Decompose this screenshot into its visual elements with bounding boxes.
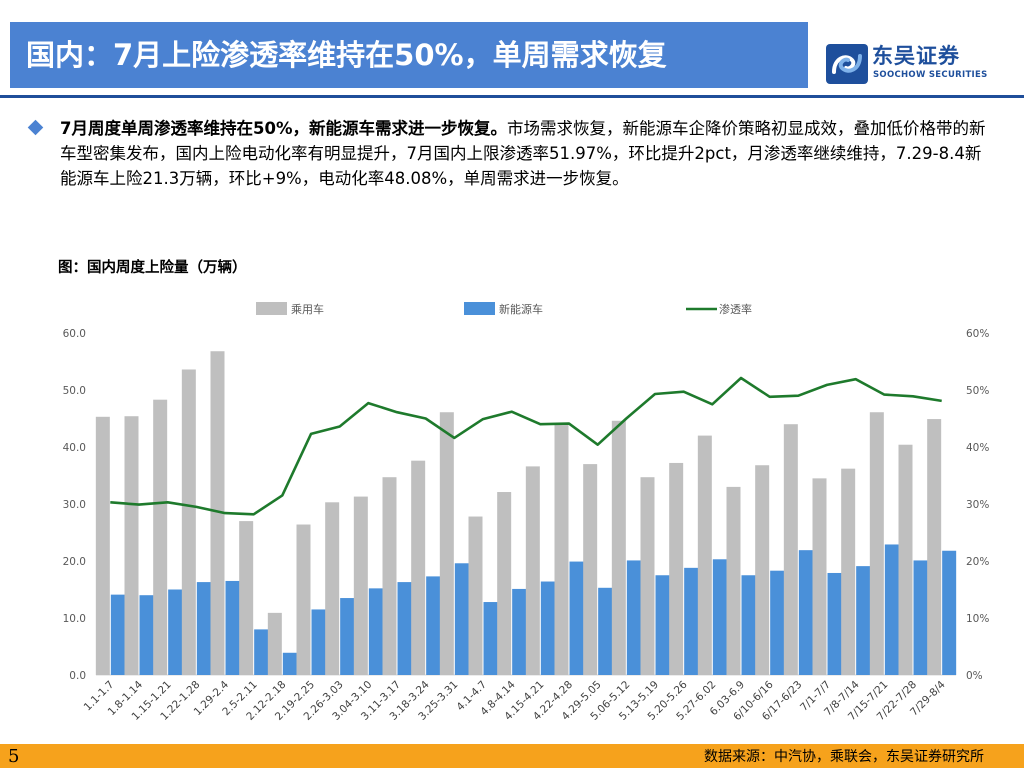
bar-passenger <box>611 420 626 675</box>
logo-english-name: SOOCHOW SECURITIES <box>873 70 988 80</box>
bar-passenger <box>841 468 856 675</box>
bar-passenger <box>726 486 741 675</box>
bar-nev <box>282 652 297 675</box>
legend-label-passenger: 乘用车 <box>291 302 324 316</box>
y-left-tick-label: 0.0 <box>69 670 86 682</box>
y-right-tick-label: 40% <box>966 442 989 454</box>
bar-nev <box>598 587 613 675</box>
y-left-tick-label: 50.0 <box>63 385 86 397</box>
bar-passenger <box>468 516 483 675</box>
bar-passenger <box>669 462 684 675</box>
bar-passenger <box>898 444 913 675</box>
y-left-tick-label: 60.0 <box>63 328 86 340</box>
title-banner: 国内：7月上险渗透率维持在50%，单周需求恢复 <box>10 22 808 88</box>
bar-nev <box>110 594 125 675</box>
y-left-tick-label: 20.0 <box>63 556 86 568</box>
bar-passenger <box>124 416 139 675</box>
bar-passenger <box>497 492 512 675</box>
bar-passenger <box>783 424 798 675</box>
footer-bar <box>0 744 1024 768</box>
bar-nev <box>798 550 813 675</box>
bar-nev <box>340 598 355 675</box>
bar-passenger <box>325 502 340 675</box>
bar-nev <box>454 563 469 675</box>
y-right-tick-label: 20% <box>966 556 989 568</box>
bar-passenger <box>267 612 282 675</box>
bar-passenger <box>181 369 196 675</box>
bar-passenger <box>210 351 225 675</box>
bar-nev <box>884 544 899 675</box>
bar-nev <box>569 561 584 675</box>
bar-passenger <box>353 496 368 675</box>
bar-passenger <box>382 477 397 675</box>
bar-passenger <box>153 399 168 675</box>
bar-passenger <box>640 477 655 675</box>
y-left-tick-label: 30.0 <box>63 499 86 511</box>
page-title: 国内：7月上险渗透率维持在50%，单周需求恢复 <box>26 38 667 72</box>
bar-nev <box>254 629 269 675</box>
bar-nev <box>540 581 555 675</box>
page-number: 5 <box>8 746 20 767</box>
bar-nev <box>856 566 871 675</box>
summary-body: 市场需求恢复，新能源车企降价策略初显成效，叠加低价格带的新车型密集发布，国内上险… <box>60 119 986 188</box>
bar-passenger <box>755 465 770 675</box>
figure-title: 图：国内周度上险量（万辆） <box>58 260 247 276</box>
bar-nev <box>712 559 727 675</box>
y-right-tick-label: 50% <box>966 385 989 397</box>
bar-passenger <box>439 412 454 675</box>
data-source: 数据来源：中汽协，乘联会，东吴证券研究所 <box>704 749 984 765</box>
bar-passenger <box>869 412 884 675</box>
y-right-tick-label: 10% <box>966 613 989 625</box>
bar-nev <box>139 595 154 675</box>
bar-nev <box>368 588 383 675</box>
bar-passenger <box>812 478 827 675</box>
bar-nev <box>655 575 670 675</box>
bar-nev <box>626 560 641 675</box>
bar-nev <box>311 609 326 675</box>
bar-nev <box>942 550 957 675</box>
bar-nev <box>684 567 699 675</box>
legend-label-nev: 新能源车 <box>499 302 543 316</box>
bar-passenger <box>411 460 426 675</box>
bar-nev <box>483 602 498 675</box>
bar-passenger <box>697 435 712 675</box>
legend-swatch-passenger <box>256 302 287 315</box>
summary-bold-lead: 7月周度单周渗透率维持在50%，新能源车需求进一步恢复。 <box>60 119 507 138</box>
soochow-logo-icon <box>826 44 868 84</box>
bar-nev <box>168 589 183 675</box>
summary-text: 7月周度单周渗透率维持在50%，新能源车需求进一步恢复。市场需求恢复，新能源车企… <box>60 116 994 191</box>
penetration-line <box>110 376 942 516</box>
bar-nev <box>770 570 785 675</box>
summary-paragraph: 7月周度单周渗透率维持在50%，新能源车需求进一步恢复。市场需求恢复，新能源车企… <box>27 116 994 191</box>
company-logo: 东吴证券 SOOCHOW SECURITIES <box>826 44 1016 84</box>
y-right-tick-label: 30% <box>966 499 989 511</box>
y-right-tick-label: 60% <box>966 328 989 340</box>
bar-nev <box>426 576 441 675</box>
bar-passenger <box>583 464 598 675</box>
bar-passenger <box>927 419 942 675</box>
weekly-insurance-chart: 0.0 10.0 20.0 30.0 40.0 50.0 60.0 0% 10% 20% 30% 40… <box>63 302 989 723</box>
y-left-tick-label: 10.0 <box>63 613 86 625</box>
bar-nev <box>397 582 412 675</box>
bar-nev <box>913 560 928 675</box>
bar-nev <box>225 580 240 675</box>
bar-passenger <box>95 416 110 675</box>
y-left-tick-label: 40.0 <box>63 442 86 454</box>
bar-passenger <box>554 424 569 675</box>
bar-passenger <box>239 521 254 675</box>
bar-passenger <box>525 466 540 675</box>
diamond-bullet-icon <box>27 119 44 136</box>
legend-swatch-nev <box>464 302 495 315</box>
logo-chinese-name: 东吴证券 <box>872 44 960 68</box>
bar-nev <box>827 572 842 675</box>
header-divider <box>0 95 1024 98</box>
y-right-tick-label: 0% <box>966 670 983 682</box>
bar-nev <box>196 582 211 675</box>
bar-nev <box>512 588 527 675</box>
legend-label-penetration: 渗透率 <box>719 302 752 316</box>
header: 国内：7月上险渗透率维持在50%，单周需求恢复 东吴证券 SOOCHOW SEC… <box>0 0 1024 92</box>
bar-nev <box>741 575 756 675</box>
bar-passenger <box>296 524 311 675</box>
